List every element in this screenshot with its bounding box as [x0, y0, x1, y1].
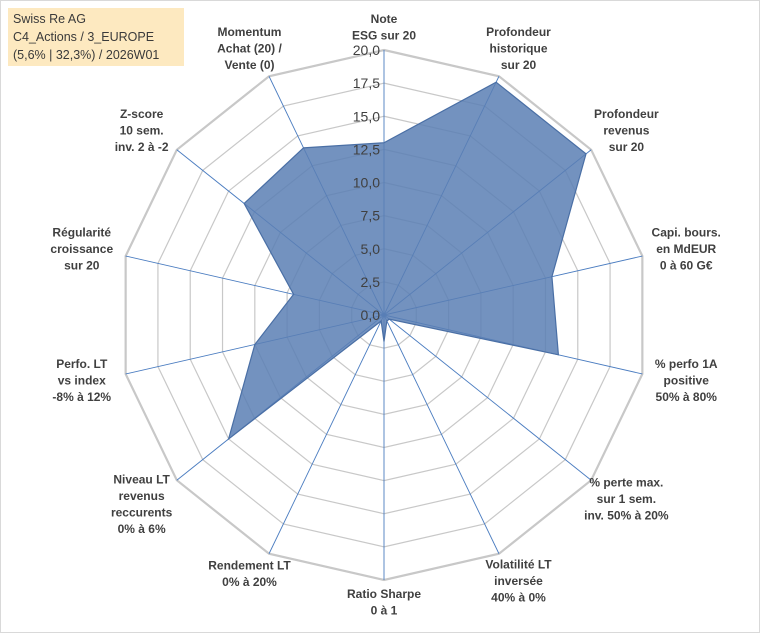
chart-title-line-1: Swiss Re AG — [13, 12, 86, 26]
axis-label-text-12: Z-score 10 sem. inv. 2 à -2 — [115, 107, 169, 154]
axis-label-4: % perfo 1A positive 50% à 80% — [655, 357, 718, 404]
radar-ticks: 0,0 2,5 5,0 7,5 10,0 12,5 15,0 17,5 20,0 — [353, 42, 380, 323]
axis-label-text-13: Momentum Achat (20) / Vente (0) — [217, 25, 282, 72]
axis-label-13: Momentum Achat (20) / Vente (0) — [217, 25, 282, 72]
axis-label-text-8: Rendement LT 0% à 20% — [208, 559, 291, 590]
chart-title-box: Swiss Re AG C4_Actions / 3_EUROPE (5,6% … — [8, 8, 184, 66]
chart-title-line-2: C4_Actions / 3_EUROPE — [13, 30, 155, 44]
tick-label-4: 10,0 — [353, 175, 380, 191]
radar-series — [227, 81, 587, 441]
axis-label-12: Z-score 10 sem. inv. 2 à -2 — [115, 107, 169, 154]
axis-label-text-5: % perte max. sur 1 sem. inv. 50% à 20% — [584, 476, 669, 523]
axis-label-text-7: Ratio Sharpe 0 à 1 — [347, 587, 421, 618]
axis-label-6: Volatilité LT inversée 40% à 0% — [485, 558, 552, 605]
tick-label-2: 5,0 — [361, 241, 381, 257]
tick-label-0: 0,0 — [361, 307, 381, 323]
axis-label-text-3: Capi. bours. en MdEUR 0 à 60 G€ — [652, 225, 721, 272]
axis-label-0: Note ESG sur 20 — [352, 12, 416, 43]
axis-label-10: Perfo. LT vs index -8% à 12% — [52, 357, 111, 404]
tick-label-1: 2,5 — [361, 274, 381, 290]
axis-label-7: Ratio Sharpe 0 à 1 — [347, 587, 421, 618]
tick-label-8: 20,0 — [353, 42, 380, 58]
tick-label-6: 15,0 — [353, 108, 380, 124]
spoke-5 — [383, 314, 592, 481]
axis-label-5: % perte max. sur 1 sem. inv. 50% à 20% — [584, 476, 669, 523]
spoke-6 — [383, 314, 500, 554]
axis-label-text-0: Note ESG sur 20 — [352, 12, 416, 43]
axis-label-text-9: Niveau LT revenus reccurents 0% à 6% — [111, 473, 173, 537]
tick-label-3: 7,5 — [361, 208, 381, 224]
axis-label-9: Niveau LT revenus reccurents 0% à 6% — [111, 473, 173, 537]
tick-label-5: 12,5 — [353, 141, 380, 157]
series-area — [227, 81, 587, 441]
radar-axis-labels: Note ESG sur 20 Profondeur historique sur 20… — [50, 12, 720, 618]
axis-label-text-10: Perfo. LT vs index -8% à 12% — [52, 357, 111, 404]
chart-title-line-3: (5,6% | 32,3%) / 2026W01 — [13, 48, 160, 62]
axis-label-text-6: Volatilité LT inversée 40% à 0% — [485, 558, 552, 605]
axis-label-text-2: Profondeur revenus sur 20 — [594, 107, 659, 154]
spoke-8 — [268, 314, 385, 554]
axis-label-text-11: Régularité croissance sur 20 — [50, 225, 113, 272]
axis-label-3: Capi. bours. en MdEUR 0 à 60 G€ — [652, 225, 721, 272]
axis-label-8: Rendement LT 0% à 20% — [208, 559, 291, 590]
axis-label-text-4: % perfo 1A positive 50% à 80% — [655, 357, 718, 404]
axis-label-text-1: Profondeur historique sur 20 — [486, 25, 551, 72]
axis-label-11: Régularité croissance sur 20 — [50, 225, 113, 272]
axis-label-2: Profondeur revenus sur 20 — [594, 107, 659, 154]
axis-label-1: Profondeur historique sur 20 — [486, 25, 551, 72]
tick-label-7: 17,5 — [353, 75, 380, 91]
